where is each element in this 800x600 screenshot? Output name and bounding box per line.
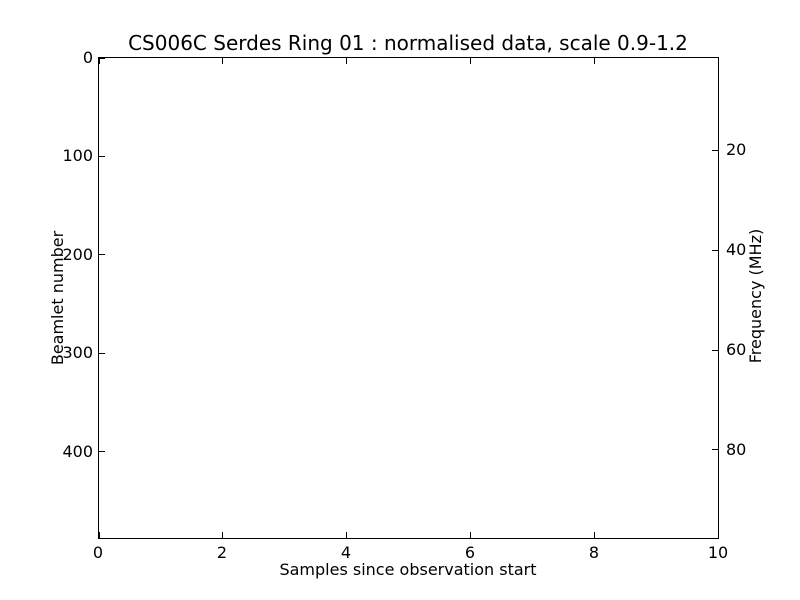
x-tick-label: 0: [92, 543, 104, 562]
chart-title: CS006C Serdes Ring 01 : normalised data,…: [128, 31, 688, 55]
y-tick-left: [99, 155, 105, 157]
y-tick-label-left: 0: [82, 47, 93, 67]
x-tick-bottom: [222, 532, 224, 538]
x-tick-top: [222, 58, 224, 64]
x-tick-label: 2: [216, 543, 228, 562]
y-tick-label-right: 80: [726, 440, 747, 460]
y-tick-left: [99, 450, 105, 452]
y-axis-label-right: Frequency (MHz): [746, 228, 765, 364]
y-tick-left: [99, 352, 105, 354]
y-tick-label-left: 300: [62, 343, 93, 363]
x-tick-bottom: [717, 532, 719, 538]
y-tick-label-right: 40: [726, 240, 747, 260]
y-tick-right: [712, 249, 718, 251]
x-tick-label: 6: [464, 543, 476, 562]
x-tick-label: 10: [707, 543, 729, 562]
plot-area: [98, 57, 719, 539]
x-tick-top: [346, 58, 348, 64]
y-tick-left: [99, 254, 105, 256]
x-tick-top: [717, 58, 719, 64]
y-tick-left: [99, 57, 105, 59]
y-tick-right: [712, 449, 718, 451]
x-tick-bottom: [346, 532, 348, 538]
y-tick-label-left: 400: [62, 441, 93, 461]
y-tick-right: [712, 149, 718, 151]
x-tick-label: 8: [588, 543, 600, 562]
x-tick-bottom: [98, 532, 100, 538]
y-axis-label-left: Beamlet number: [48, 230, 67, 366]
x-tick-top: [98, 58, 100, 64]
x-tick-bottom: [593, 532, 595, 538]
x-tick-top: [593, 58, 595, 64]
x-axis-label: Samples since observation start: [279, 560, 537, 579]
y-tick-label-right: 20: [726, 140, 747, 160]
y-tick-label-right: 60: [726, 340, 747, 360]
y-tick-label-left: 200: [62, 244, 93, 264]
y-tick-label-left: 100: [62, 146, 93, 166]
x-tick-label: 4: [340, 543, 352, 562]
y-tick-right: [712, 349, 718, 351]
x-tick-bottom: [469, 532, 471, 538]
x-tick-top: [469, 58, 471, 64]
